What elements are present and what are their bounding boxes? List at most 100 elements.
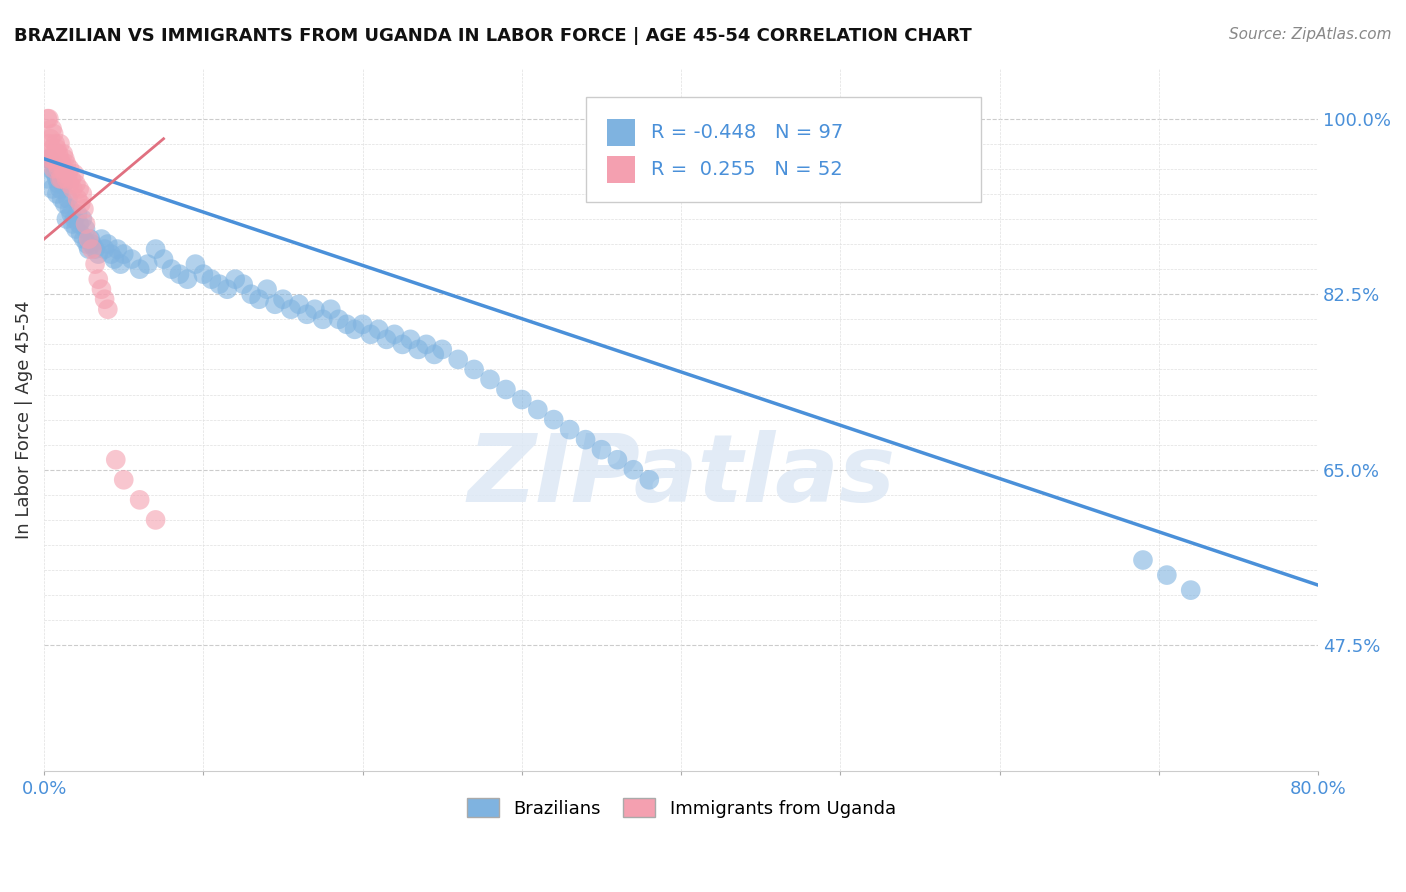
Point xyxy=(45,172,67,186)
Point xyxy=(184,257,207,271)
Point xyxy=(69,227,91,241)
Point xyxy=(271,292,294,306)
Point xyxy=(423,347,446,361)
Point xyxy=(73,202,96,216)
Point xyxy=(37,112,59,126)
Point xyxy=(39,132,62,146)
Point xyxy=(65,222,87,236)
Point xyxy=(399,332,422,346)
Text: ZIPatlas: ZIPatlas xyxy=(467,430,896,522)
Point xyxy=(42,161,65,176)
Point xyxy=(295,307,318,321)
Point xyxy=(152,252,174,266)
Point xyxy=(256,282,278,296)
Point xyxy=(527,402,550,417)
Point xyxy=(48,161,70,176)
Point xyxy=(384,327,406,342)
Point xyxy=(217,282,239,296)
Y-axis label: In Labor Force | Age 45-54: In Labor Force | Age 45-54 xyxy=(15,301,32,539)
Point xyxy=(1156,568,1178,582)
Point xyxy=(415,337,437,351)
Point xyxy=(408,343,430,357)
Point xyxy=(53,152,76,166)
Point xyxy=(1180,583,1202,598)
Text: BRAZILIAN VS IMMIGRANTS FROM UGANDA IN LABOR FORCE | AGE 45-54 CORRELATION CHART: BRAZILIAN VS IMMIGRANTS FROM UGANDA IN L… xyxy=(14,27,972,45)
Point xyxy=(160,262,183,277)
Point xyxy=(41,152,63,166)
Point xyxy=(53,167,76,181)
Point xyxy=(343,322,366,336)
Point xyxy=(112,247,135,261)
Point xyxy=(67,182,90,196)
Point xyxy=(60,172,83,186)
Point xyxy=(58,202,80,216)
Point xyxy=(93,242,115,256)
Point xyxy=(312,312,335,326)
Point xyxy=(336,318,359,332)
Point xyxy=(621,463,644,477)
Point xyxy=(367,322,389,336)
Point xyxy=(352,318,374,332)
Point xyxy=(84,242,107,256)
Point xyxy=(97,302,120,317)
Point xyxy=(41,121,63,136)
Point xyxy=(44,136,66,151)
Legend: Brazilians, Immigrants from Uganda: Brazilians, Immigrants from Uganda xyxy=(460,791,903,825)
Point xyxy=(42,127,65,141)
Point xyxy=(128,492,150,507)
Point xyxy=(145,513,167,527)
Point xyxy=(105,242,128,256)
Point xyxy=(232,277,254,292)
Point xyxy=(49,136,72,151)
Point xyxy=(73,232,96,246)
Point xyxy=(304,302,326,317)
Point xyxy=(63,211,86,226)
Point xyxy=(72,186,94,201)
Point xyxy=(200,272,222,286)
Point xyxy=(44,167,66,181)
Point xyxy=(145,242,167,256)
Text: R = -0.448   N = 97: R = -0.448 N = 97 xyxy=(651,123,842,142)
Text: Source: ZipAtlas.com: Source: ZipAtlas.com xyxy=(1229,27,1392,42)
Point xyxy=(103,252,125,266)
Point xyxy=(90,282,112,296)
Point xyxy=(38,152,60,166)
Point xyxy=(58,161,80,176)
Point xyxy=(56,167,79,181)
Point xyxy=(360,327,382,342)
FancyBboxPatch shape xyxy=(607,156,636,183)
Point xyxy=(52,177,75,191)
Point xyxy=(72,211,94,226)
Point xyxy=(63,167,86,181)
Point xyxy=(52,146,75,161)
Point xyxy=(62,217,84,231)
Point xyxy=(42,157,65,171)
Point xyxy=(48,146,70,161)
Point xyxy=(558,423,581,437)
Point xyxy=(44,152,66,166)
Point xyxy=(75,222,97,236)
Point xyxy=(319,302,342,317)
Point xyxy=(391,337,413,351)
Point xyxy=(49,182,72,196)
Point xyxy=(62,182,84,196)
Point xyxy=(169,267,191,281)
Point xyxy=(288,297,311,311)
Point xyxy=(574,433,596,447)
Point xyxy=(51,192,73,206)
Point xyxy=(495,383,517,397)
Point xyxy=(121,252,143,266)
Point xyxy=(97,237,120,252)
Point xyxy=(87,247,110,261)
Point xyxy=(65,177,87,191)
Point xyxy=(93,292,115,306)
Point xyxy=(52,161,75,176)
Point xyxy=(80,242,103,256)
Point xyxy=(66,207,89,221)
Point xyxy=(77,232,100,246)
Point xyxy=(38,112,60,126)
Point xyxy=(87,272,110,286)
Point xyxy=(42,146,65,161)
Point xyxy=(280,302,302,317)
Point xyxy=(84,257,107,271)
